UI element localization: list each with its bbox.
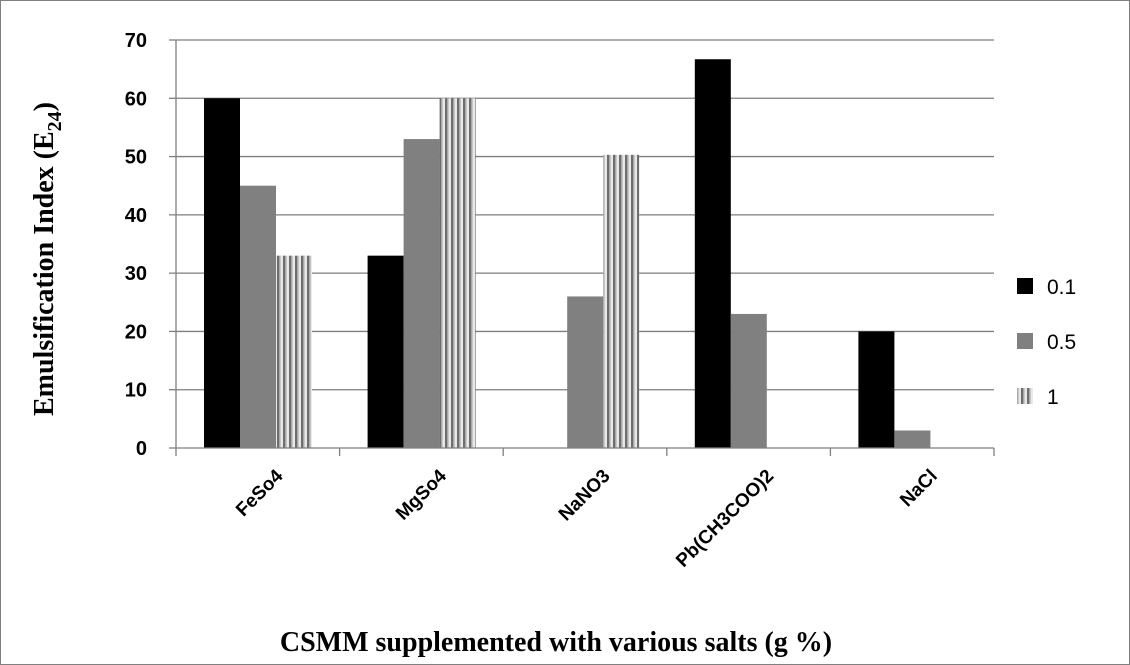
legend-swatch-1	[1017, 388, 1033, 404]
legend-swatch-0_5	[1017, 333, 1033, 349]
bar-feso4-series-1	[276, 255, 312, 448]
bars	[204, 59, 931, 449]
x-category-label-pb-ch3coo-2: Pb(CH3COO)2	[672, 466, 778, 572]
y-tick-label-10: 10	[125, 380, 147, 402]
x-category-label-nacl: NaCl	[896, 466, 941, 511]
y-tick-label-70: 70	[125, 30, 147, 52]
x-category-label-feso4: FeSo4	[232, 465, 287, 520]
y-axis-title-subscript: 24	[44, 111, 66, 131]
gridlines	[169, 39, 994, 449]
x-category-labels: FeSo4 MgSo4 NaNO3 Pb(CH3COO)2 NaCl	[232, 465, 942, 571]
legend-label-0_5: 0.5	[1047, 331, 1076, 354]
bar-pb-ch3coo-2-series-0_5	[730, 313, 767, 448]
y-tick-label-40: 40	[125, 205, 147, 227]
y-tick-label-50: 50	[125, 147, 147, 169]
x-category-label-mgso4: MgSo4	[392, 465, 451, 524]
legend-label-0_1: 0.1	[1047, 276, 1076, 299]
bar-mgso4-series-1	[439, 98, 476, 449]
bar-nacl-series-0_1	[858, 331, 895, 448]
legend-swatch-0_1	[1017, 278, 1033, 294]
x-axis-title: CSMM supplemented with various salts (g …	[280, 627, 832, 658]
x-category-label-nano3: NaNO3	[555, 466, 615, 526]
bar-nano3-series-1	[603, 154, 640, 448]
bar-feso4-series-0_1	[204, 98, 240, 449]
legend: 0.1 0.5 1	[1017, 276, 1076, 409]
y-tick-label-30: 30	[125, 263, 147, 285]
bar-nano3-series-0_5	[567, 296, 604, 448]
bar-feso4-series-0_5	[240, 185, 276, 448]
bar-nacl-series-0_5	[894, 430, 931, 448]
bar-pb-ch3coo-2-series-0_1	[694, 59, 731, 449]
y-axis-title-main: Emulsification Index (E	[29, 131, 60, 416]
y-axis-title-close: )	[29, 102, 60, 111]
axes	[175, 40, 995, 456]
y-tick-labels: 0 10 20 30 40 50 60 70	[125, 30, 147, 460]
y-tick-label-20: 20	[125, 321, 147, 343]
y-tick-label-60: 60	[125, 88, 147, 110]
y-tick-label-0: 0	[136, 438, 147, 460]
legend-label-1: 1	[1047, 386, 1059, 409]
y-axis-title: Emulsification Index (E24)	[29, 102, 66, 416]
bar-mgso4-series-0_5	[403, 139, 440, 449]
bar-mgso4-series-0_1	[367, 255, 404, 448]
